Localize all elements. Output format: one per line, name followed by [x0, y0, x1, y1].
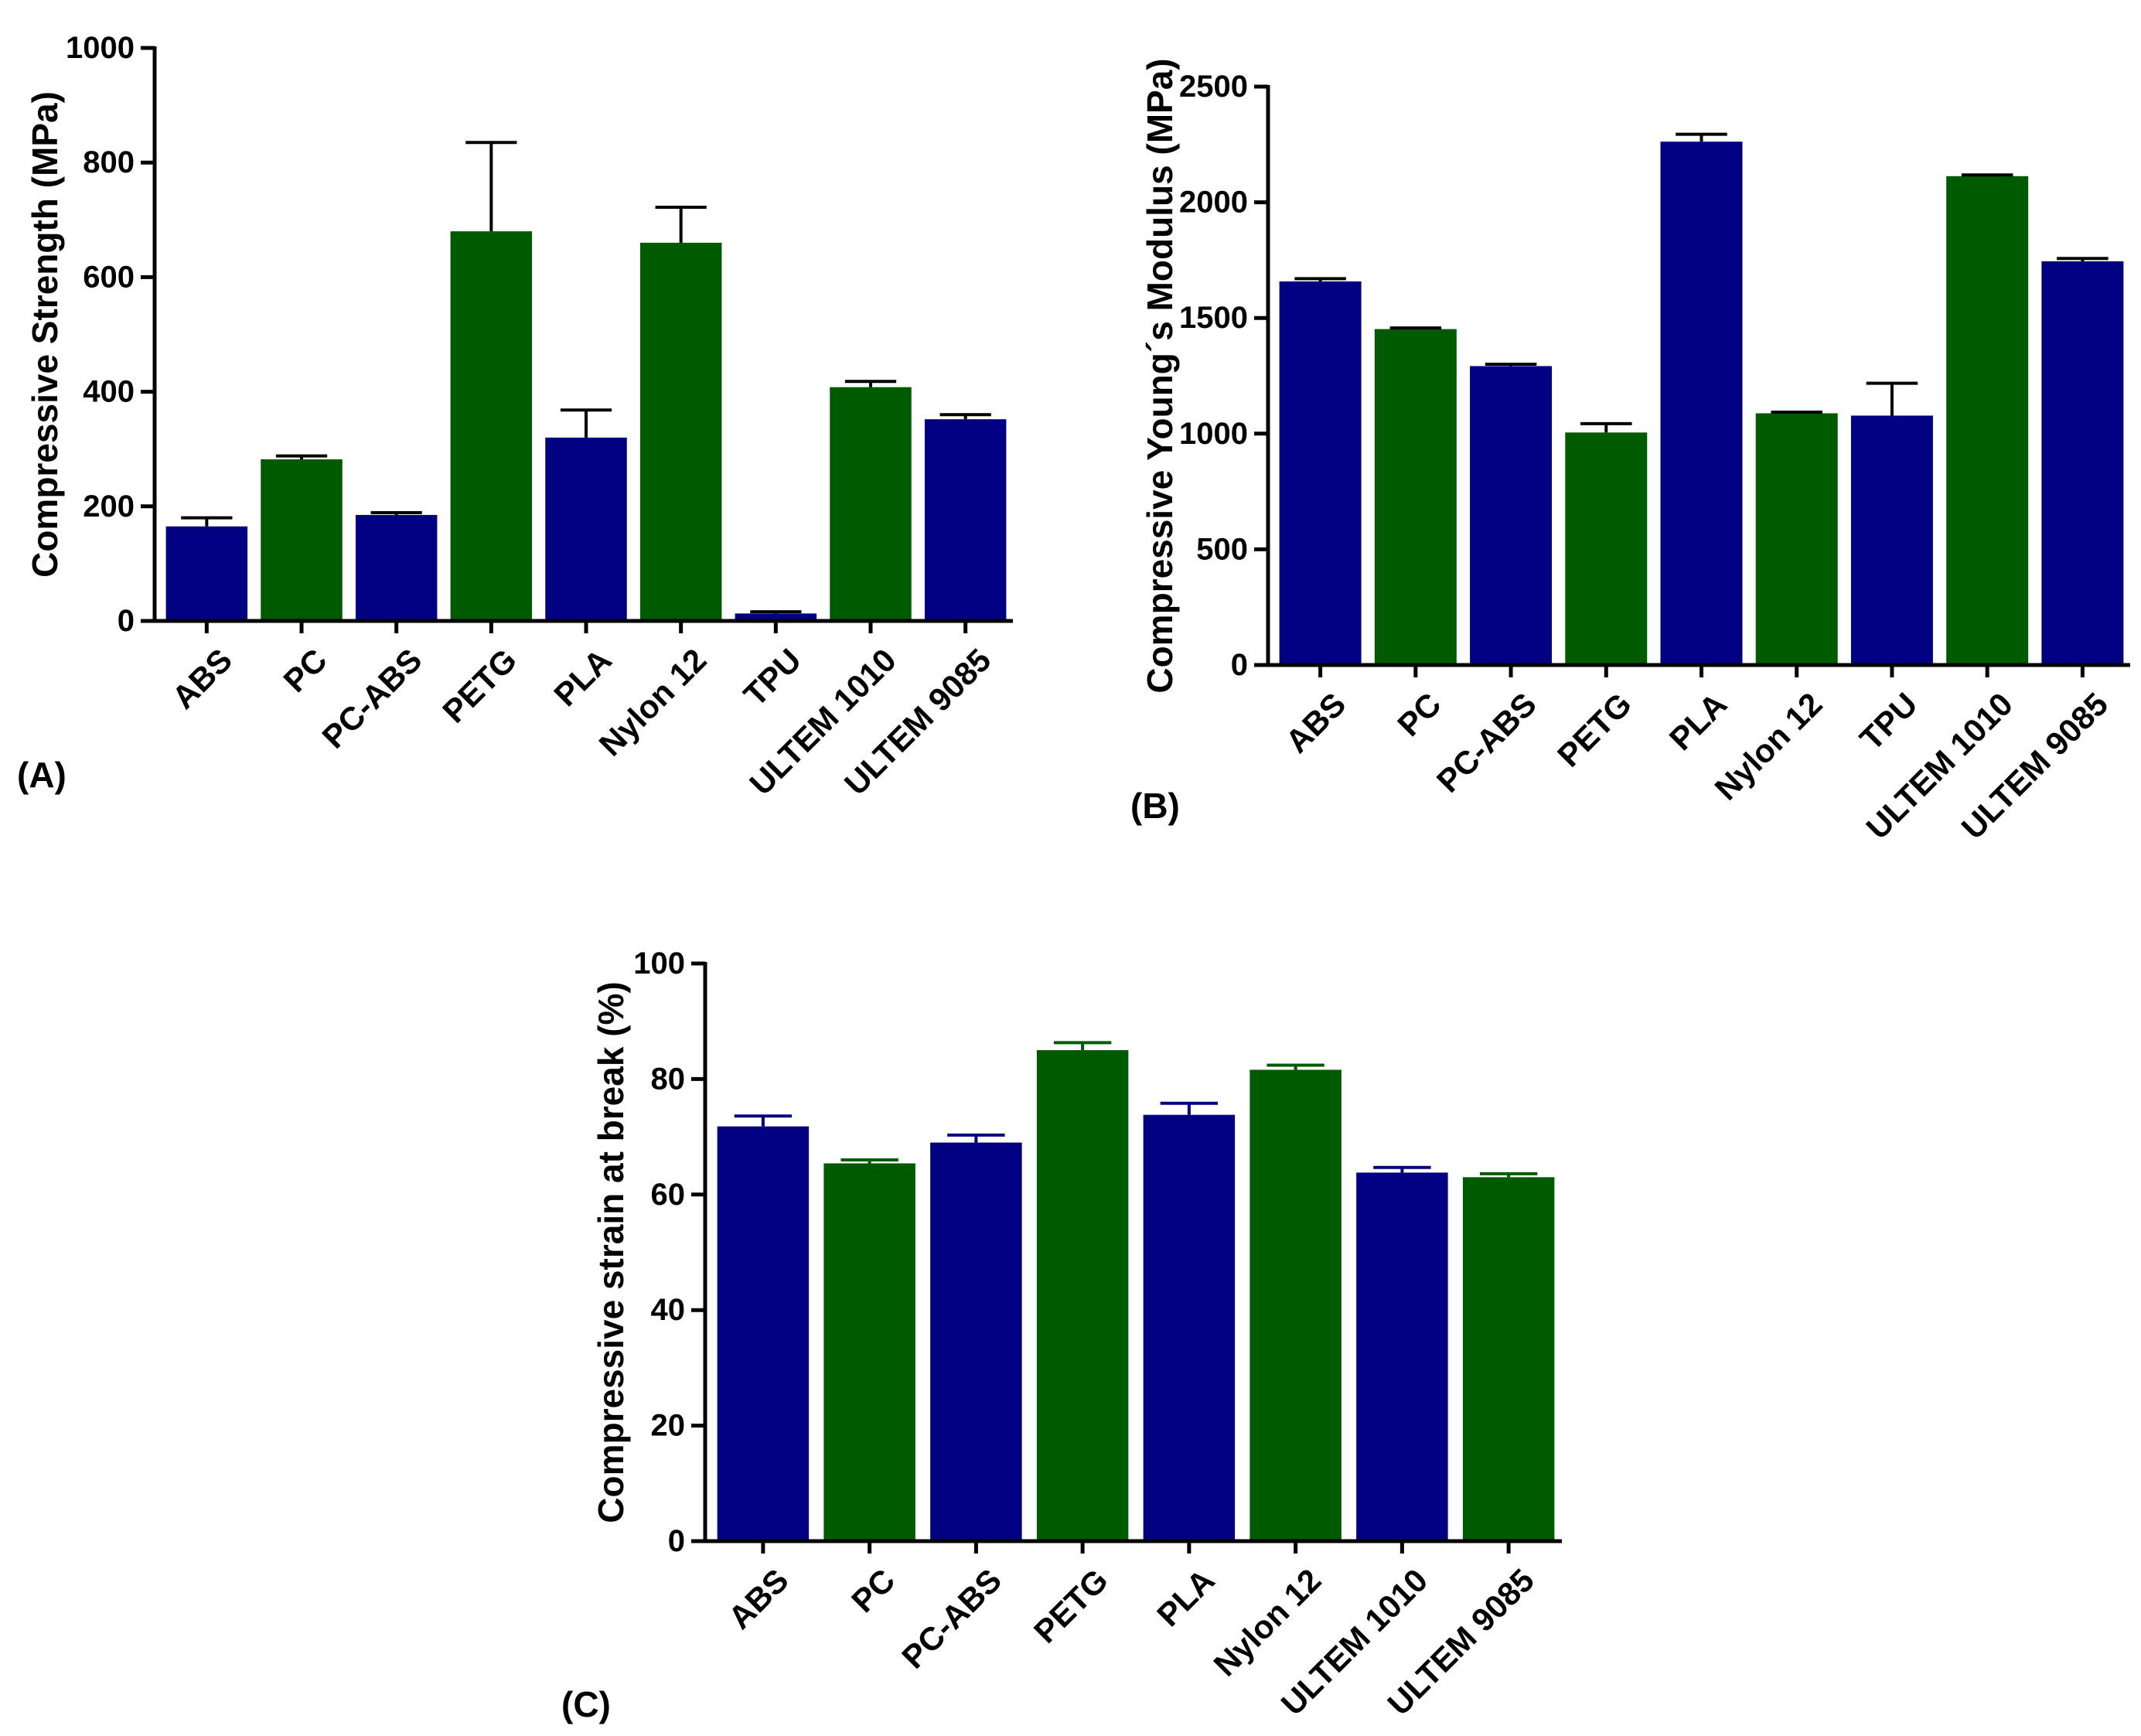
x-tick-label: TPU [1853, 686, 1925, 758]
x-tick-label: ABS [1279, 686, 1353, 760]
bar-abs [165, 526, 248, 621]
bar-ultem-9085 [924, 419, 1007, 621]
y-tick-label: 80 [651, 1062, 686, 1096]
bar-nylon-12 [639, 242, 722, 621]
x-tick-label: ABS [165, 642, 239, 716]
y-tick-label: 100 [633, 946, 685, 981]
bar-pc-abs [355, 514, 438, 621]
y-tick-label: 1000 [66, 31, 135, 65]
panel-label: (B) [1130, 786, 1180, 826]
y-tick-label: 500 [1196, 532, 1248, 566]
y-tick-label: 0 [668, 1524, 685, 1558]
bar-pla [1143, 1114, 1236, 1541]
y-axis-title: Compressive Strength (MPa) [25, 91, 65, 578]
bar-ultem-9085 [1462, 1177, 1555, 1541]
y-tick-label: 600 [83, 260, 135, 294]
bar-ultem-9085 [2041, 261, 2124, 665]
y-tick-label: 400 [83, 375, 135, 409]
bar-tpu [1850, 415, 1933, 665]
bar-pc-abs [930, 1142, 1022, 1541]
y-tick-label: 0 [118, 604, 135, 638]
y-tick-label: 40 [651, 1293, 686, 1327]
bar-abs [717, 1126, 810, 1541]
bar-petg [1565, 432, 1648, 665]
bar-pc [1374, 329, 1457, 665]
x-tick-label: ABS [721, 1562, 796, 1636]
y-tick-label: 20 [651, 1409, 686, 1443]
bar-pc [823, 1163, 915, 1541]
panel-label: (C) [561, 1684, 611, 1724]
y-tick-label: 60 [651, 1178, 686, 1212]
y-tick-label: 1000 [1179, 417, 1248, 451]
bar-petg [1036, 1050, 1129, 1541]
bar-pla [1660, 142, 1743, 665]
x-tick-label: PC [1390, 686, 1448, 744]
y-axis-title: Compressive strain at break (%) [591, 981, 631, 1523]
y-tick-label: 2500 [1179, 70, 1248, 104]
x-tick-label: PC [844, 1562, 902, 1620]
y-tick-label: 800 [83, 145, 135, 179]
bar-ultem-1010 [1356, 1172, 1448, 1541]
bar-tpu [735, 613, 817, 621]
y-tick-label: 0 [1231, 648, 1248, 682]
y-tick-label: 1500 [1179, 301, 1248, 335]
panel-label: (A) [17, 755, 66, 795]
x-tick-label: PC [276, 642, 334, 700]
bar-nylon-12 [1249, 1069, 1342, 1541]
x-tick-label: PC-ABS [895, 1562, 1008, 1676]
bar-pc [261, 459, 343, 621]
x-tick-label: PETG [1550, 686, 1638, 774]
bar-ultem-1010 [1946, 176, 2029, 665]
y-axis-title: Compressive Young´s Modulus (MPa) [1140, 58, 1180, 693]
x-tick-label: PLA [1662, 686, 1734, 758]
bar-nylon-12 [1755, 413, 1838, 665]
y-tick-label: 2000 [1179, 186, 1248, 220]
x-tick-label: PLA [1150, 1562, 1222, 1634]
x-tick-label: PETG [1027, 1562, 1115, 1650]
x-tick-label: PLA [547, 642, 619, 714]
x-tick-label: PETG [435, 642, 523, 730]
x-tick-label: TPU [737, 642, 809, 714]
bar-ultem-1010 [830, 387, 912, 621]
bar-abs [1279, 281, 1362, 665]
x-tick-label: PC-ABS [315, 642, 428, 755]
bar-pla [545, 437, 627, 621]
x-tick-label: PC-ABS [1430, 686, 1543, 800]
bar-petg [450, 231, 533, 621]
bar-pc-abs [1470, 366, 1553, 665]
y-tick-label: 200 [83, 489, 135, 524]
